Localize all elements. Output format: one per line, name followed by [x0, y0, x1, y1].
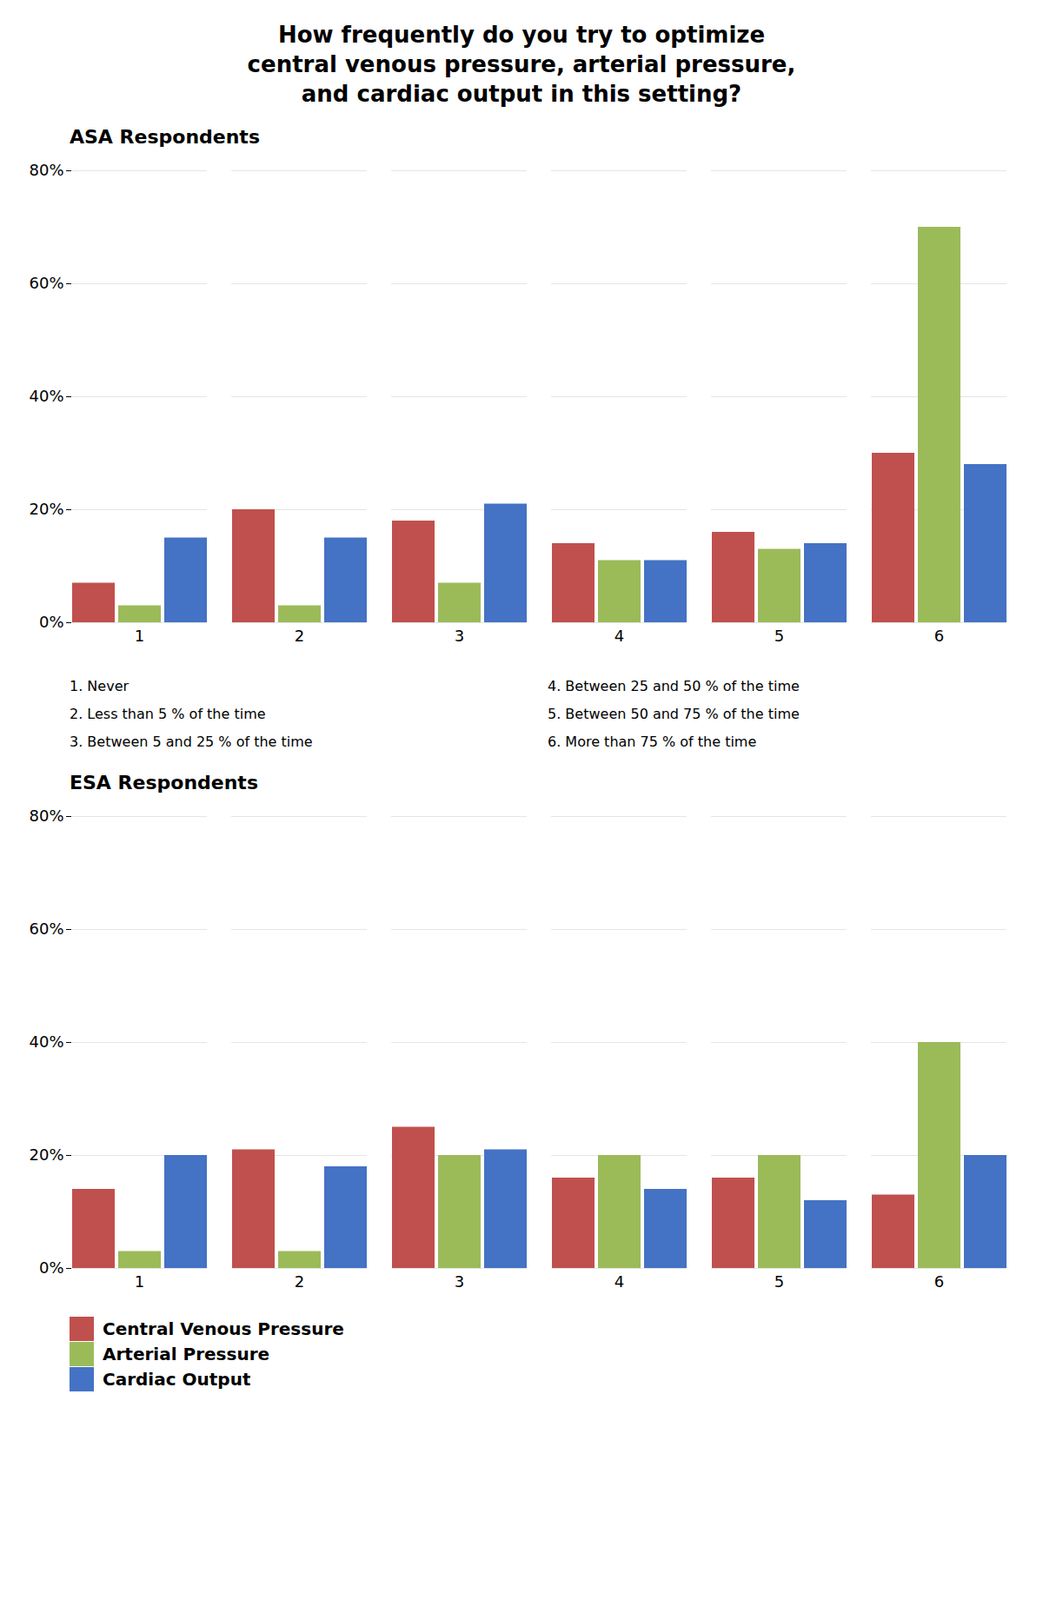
svg-text:40%: 40% — [28, 387, 64, 406]
svg-text:5: 5 — [774, 1273, 784, 1292]
svg-text:80%: 80% — [28, 807, 64, 826]
svg-text:2: 2 — [294, 627, 305, 646]
svg-text:0%: 0% — [39, 1259, 65, 1278]
html-text:4. Between 25 and 50 % of the: 4. Between 25 and 50 % of the time — [547, 678, 800, 695]
svg-text:5: 5 — [774, 627, 784, 646]
html-text:Central Venous Pressure: Central Venous Pressure — [102, 1318, 345, 1340]
svg-text:20%: 20% — [28, 1146, 64, 1165]
html-text:Cardiac Output: Cardiac Output — [102, 1369, 251, 1391]
svg-text:6: 6 — [934, 627, 944, 646]
html-text:1. Never: 1. Never — [69, 678, 129, 695]
svg-text:6: 6 — [934, 1273, 944, 1292]
svg-text:3: 3 — [454, 627, 465, 646]
svg-text:1: 1 — [134, 1273, 145, 1292]
html-text:6. More than 75 % of the time: 6. More than 75 % of the time — [547, 733, 757, 751]
svg-text:60%: 60% — [28, 274, 64, 293]
svg-text:60%: 60% — [28, 920, 64, 939]
svg-text:4: 4 — [614, 627, 625, 646]
html-text:5. Between 50 and 75 % of the: 5. Between 50 and 75 % of the time — [547, 706, 800, 723]
svg-text:3: 3 — [454, 1273, 465, 1292]
svg-text:1: 1 — [134, 627, 145, 646]
html-text:How frequently do you try to o: How frequently do you try to optimize ce… — [247, 21, 796, 107]
svg-text:4: 4 — [614, 1273, 625, 1292]
svg-text:80%: 80% — [28, 161, 64, 180]
svg-text:40%: 40% — [28, 1033, 64, 1052]
html-text:2. Less than 5 % of the time: 2. Less than 5 % of the time — [69, 706, 266, 723]
svg-text:20%: 20% — [28, 500, 64, 519]
html-text:ASA Respondents: ASA Respondents — [69, 126, 260, 149]
html-text:Arterial Pressure: Arterial Pressure — [102, 1344, 270, 1365]
svg-text:2: 2 — [294, 1273, 305, 1292]
html-text:3. Between 5 and 25 % of the t: 3. Between 5 and 25 % of the time — [69, 733, 313, 751]
html-text:ESA Respondents: ESA Respondents — [69, 772, 259, 794]
svg-text:0%: 0% — [39, 613, 65, 632]
